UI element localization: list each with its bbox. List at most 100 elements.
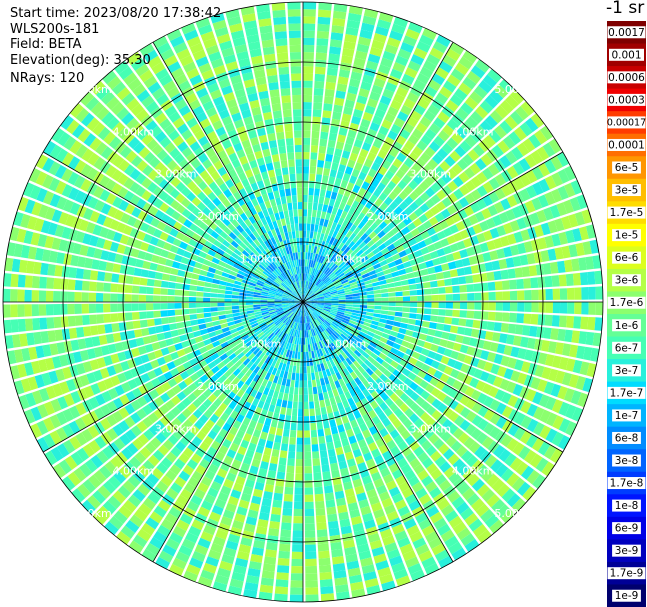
radar-gate [566, 287, 575, 300]
radar-gate [70, 451, 84, 466]
radar-gate [513, 191, 524, 205]
radar-gate [106, 400, 118, 413]
radar-gate [338, 305, 346, 309]
radar-gate [160, 48, 175, 61]
radar-gate [157, 499, 171, 512]
radar-gate [97, 126, 111, 141]
radar-gate [62, 408, 74, 422]
radar-gate [318, 550, 330, 559]
radar-gate [299, 366, 303, 374]
radar-gate [260, 297, 268, 301]
radar-gate [320, 363, 326, 371]
radar-gate [483, 134, 496, 148]
radar-gate [555, 370, 566, 384]
radar-gate [104, 521, 119, 536]
radar-gate [235, 259, 243, 267]
radar-gate [533, 422, 545, 436]
radar-gate [405, 28, 420, 40]
radar-gate [309, 304, 317, 309]
radar-gate [320, 313, 327, 319]
radar-gate [322, 310, 330, 315]
radar-gate [451, 163, 463, 175]
radar-gate [338, 297, 346, 300]
radar-gate [281, 378, 287, 386]
radar-gate [320, 406, 327, 415]
radar-gate [292, 306, 298, 312]
radar-gate [422, 220, 433, 230]
radar-gate [271, 359, 277, 368]
radar-gate [371, 84, 384, 95]
radar-gate [239, 241, 247, 250]
radar-gate [428, 433, 440, 445]
radar-gate [556, 202, 568, 216]
radar-gate [473, 283, 482, 292]
radar-gate [159, 74, 173, 87]
radar-gate [329, 125, 339, 134]
radar-gate [244, 227, 252, 236]
radar-gate [358, 344, 367, 351]
radar-gate [454, 145, 467, 158]
radar-gate [311, 321, 316, 328]
radar-gate [368, 270, 377, 276]
radar-gate [254, 357, 261, 366]
radar-gate [412, 218, 423, 228]
radar-gate [303, 87, 313, 96]
radar-gate [299, 330, 302, 338]
radar-gate [470, 264, 480, 274]
radar-gate [303, 102, 312, 110]
radar-gate [151, 61, 166, 75]
radar-gate [166, 159, 178, 171]
radar-gate [441, 263, 450, 272]
radar-gate [293, 282, 298, 290]
radar-gate [456, 371, 467, 382]
radar-gate [464, 327, 473, 337]
radar-gate [188, 99, 201, 111]
radar-gate [153, 279, 162, 288]
radar-gate [335, 329, 342, 336]
radar-gate [361, 325, 370, 331]
radar-gate [298, 302, 303, 308]
radar-gate [150, 125, 163, 138]
radar-gate [280, 340, 286, 348]
radar-gate [563, 388, 575, 403]
radar-gate [279, 385, 286, 393]
radar-gate [279, 450, 288, 459]
radar-gate [377, 566, 392, 578]
radar-gate [51, 127, 65, 143]
radar-gate [277, 250, 283, 258]
radar-gate [544, 159, 557, 174]
radar-gate [205, 322, 214, 328]
radar-gate [253, 327, 262, 334]
radar-gate [130, 347, 140, 358]
radar-gate [358, 88, 370, 98]
radar-gate [277, 310, 284, 315]
radar-gate [280, 88, 291, 96]
radar-gate [233, 263, 241, 270]
radar-gate [237, 270, 246, 276]
radar-gate [236, 429, 245, 439]
radar-gate [381, 332, 390, 340]
radar-gate [187, 392, 197, 403]
radar-gate [332, 111, 342, 120]
radar-gate [17, 274, 26, 288]
radar-gate [287, 261, 292, 269]
radar-gate [345, 553, 358, 563]
radar-gate [298, 323, 301, 331]
radar-gate [17, 304, 25, 317]
radar-gate [228, 152, 238, 162]
radar-gate [128, 339, 138, 349]
radar-gate [353, 209, 361, 218]
radar-gate [582, 377, 593, 393]
radar-gate [360, 269, 368, 276]
radar-gate [348, 435, 357, 445]
radar-gate [308, 195, 314, 203]
radar-gate [275, 306, 283, 310]
radar-gate [186, 117, 198, 129]
radar-gate [192, 409, 203, 419]
radar-gate [100, 345, 110, 356]
radar-gate [90, 454, 104, 469]
radar-gate [227, 321, 236, 327]
radar-gate [220, 485, 232, 496]
radar-gate [224, 369, 233, 378]
radar-gate [442, 407, 454, 418]
